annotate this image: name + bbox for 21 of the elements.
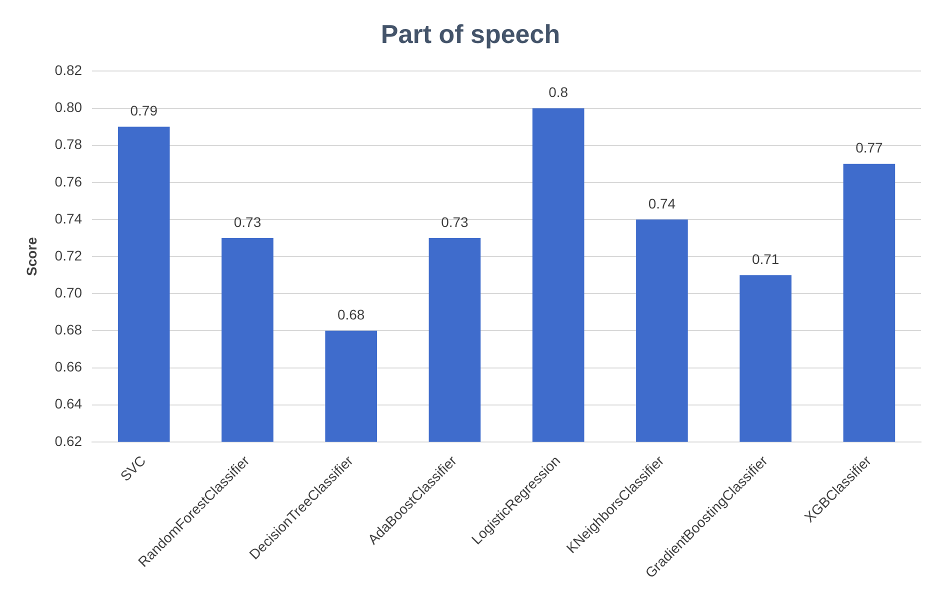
- data-label: 0.77: [856, 140, 884, 156]
- y-tick-label: 0.64: [54, 396, 82, 412]
- y-tick-label: 0.74: [54, 210, 82, 226]
- data-label: 0.71: [752, 250, 780, 267]
- y-tick-label: 0.70: [54, 284, 82, 300]
- chart-title: Part of speech: [380, 18, 560, 49]
- y-tick-label: 0.68: [54, 322, 82, 338]
- data-label: 0.8: [548, 84, 568, 100]
- y-tick-label: 0.66: [54, 358, 82, 375]
- data-label: 0.79: [130, 102, 158, 119]
- y-tick-label: 0.82: [54, 62, 82, 78]
- y-tick-label: 0.78: [54, 136, 82, 152]
- data-label: 0.74: [648, 195, 676, 212]
- y-tick-label: 0.62: [54, 432, 82, 449]
- data-label: 0.68: [337, 306, 365, 323]
- y-tick-label: 0.76: [54, 173, 82, 190]
- y-tick-label: 0.72: [54, 247, 82, 264]
- data-label: 0.73: [441, 214, 469, 230]
- y-axis-title: Score: [23, 236, 40, 276]
- data-label: 0.73: [234, 214, 262, 230]
- y-tick-label: 0.80: [54, 99, 82, 116]
